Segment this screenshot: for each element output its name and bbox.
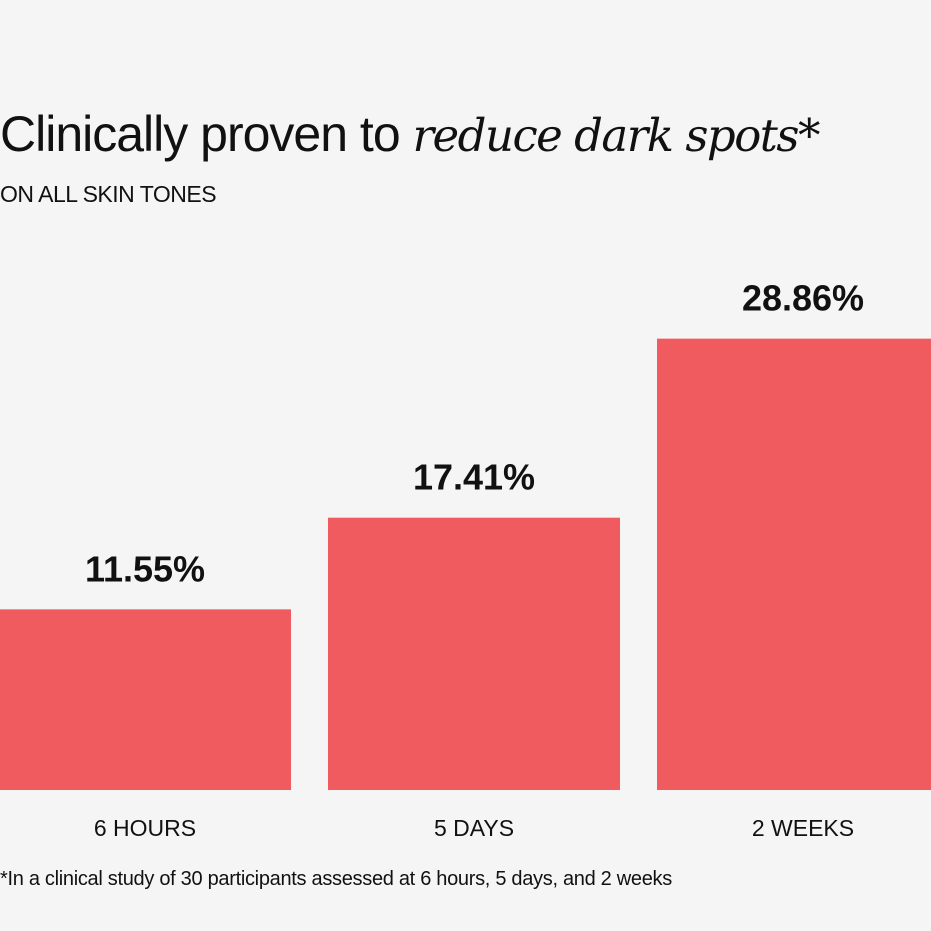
title-prefix: Clinically proven to	[0, 106, 413, 162]
bar-value-label-0: 11.55%	[85, 548, 205, 589]
chart-subtitle: ON ALL SKIN TONES	[0, 181, 217, 207]
category-label-1: 5 DAYS	[434, 815, 514, 841]
bar-value-label-2: 28.86%	[742, 278, 864, 319]
bars-group: 11.55% 6 HOURS 17.41% 5 DAYS 28.86% 2 WEEKS	[0, 278, 931, 841]
category-label-0: 6 HOURS	[94, 815, 196, 841]
footnote: *In a clinical study of 30 participants …	[0, 868, 672, 890]
bar-value-label-1: 17.41%	[413, 457, 535, 498]
chart-title: Clinically proven to reduce dark spots*	[0, 104, 821, 166]
bar-0	[0, 609, 291, 790]
bar-1	[328, 517, 620, 790]
category-label-2: 2 WEEKS	[752, 815, 854, 841]
title-emphasis: reduce dark spots*	[412, 109, 821, 162]
bar-2	[657, 338, 931, 790]
